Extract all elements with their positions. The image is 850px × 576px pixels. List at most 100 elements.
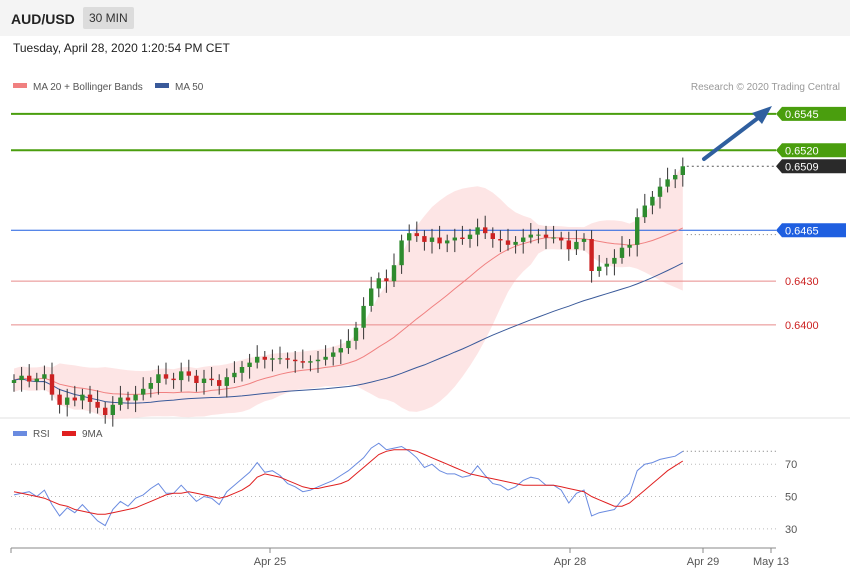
candle xyxy=(346,329,351,354)
candle xyxy=(353,321,359,350)
ma9-legend-label: 9MA xyxy=(82,429,103,440)
candle xyxy=(72,385,77,407)
candle xyxy=(604,257,609,276)
candle xyxy=(635,208,640,257)
ma50-legend-label: MA 50 xyxy=(175,82,204,93)
level-label-0.6545: 0.6545 xyxy=(785,109,819,121)
candle xyxy=(498,230,503,253)
level-tag-0.6520 xyxy=(776,143,846,158)
bollinger-bands xyxy=(14,165,683,420)
candle xyxy=(384,269,389,293)
ma20-line xyxy=(13,227,684,395)
level-lines xyxy=(11,112,776,326)
candle xyxy=(612,249,617,276)
candle xyxy=(186,359,191,382)
candle xyxy=(528,223,533,244)
candle xyxy=(437,225,442,250)
candle xyxy=(209,367,214,386)
candle xyxy=(95,390,100,414)
candle xyxy=(407,224,412,253)
candle xyxy=(262,351,267,369)
candle xyxy=(171,372,176,389)
candle xyxy=(559,231,564,250)
candle xyxy=(521,228,526,254)
candle xyxy=(574,230,579,255)
x-tick-label: Apr 25 xyxy=(254,556,286,568)
timeframe-button[interactable]: 30 MIN xyxy=(83,7,134,29)
candle xyxy=(429,228,435,254)
candle xyxy=(331,346,336,366)
candle xyxy=(27,364,32,388)
candle xyxy=(224,368,229,398)
candle xyxy=(42,365,47,391)
candle xyxy=(665,167,670,193)
candle xyxy=(247,353,252,379)
candle xyxy=(452,228,457,253)
rsi-tick-30: 30 xyxy=(785,524,797,536)
rsi-legend-swatch xyxy=(13,431,27,436)
rsi-tick-70: 70 xyxy=(785,459,797,471)
x-tick-label: Apr 28 xyxy=(554,556,586,568)
candle xyxy=(414,221,419,242)
rsi-ma-line xyxy=(13,449,684,515)
level-labels: 0.6545 0.6520 0.6509 0.6465 0.6430 0.6400 xyxy=(776,106,846,332)
forecast-arrow xyxy=(702,106,772,161)
ma20-legend-swatch xyxy=(13,83,27,88)
level-tag-0.6465 xyxy=(776,223,846,238)
candle xyxy=(673,169,678,189)
candle xyxy=(232,361,237,383)
candle xyxy=(80,388,85,410)
candle xyxy=(543,225,549,250)
header-bar: AUD/USD 30 MIN xyxy=(0,0,850,36)
candles xyxy=(11,157,685,427)
rsi-line xyxy=(13,442,684,527)
candle xyxy=(65,388,70,417)
candle xyxy=(467,228,473,248)
candle xyxy=(513,236,518,254)
candle xyxy=(141,377,146,401)
candle xyxy=(460,225,465,245)
candle xyxy=(285,352,290,369)
level-label-0.6400: 0.6400 xyxy=(785,320,819,332)
candle xyxy=(642,193,647,223)
candle xyxy=(619,236,625,264)
candle xyxy=(551,225,556,244)
candle xyxy=(376,272,381,298)
candle xyxy=(133,385,138,413)
candle xyxy=(589,230,594,283)
candle xyxy=(57,388,62,414)
ma50-line xyxy=(13,262,684,404)
candle xyxy=(338,339,343,365)
ma20-legend-label: MA 20 + Bollinger Bands xyxy=(33,82,143,93)
candle xyxy=(156,365,161,395)
candle xyxy=(179,362,184,392)
rsi-indicator: 70 50 30 xyxy=(11,442,797,536)
x-axis-labels: Apr 25 Apr 28 Apr 29 May 13 xyxy=(10,548,789,568)
candle xyxy=(103,401,108,424)
candle xyxy=(680,157,685,187)
candle xyxy=(87,385,93,414)
candle xyxy=(483,215,488,239)
timestamp-text: Tuesday, April 28, 2020 1:20:54 PM CET xyxy=(13,41,230,55)
level-label-0.6520: 0.6520 xyxy=(785,145,819,157)
ma50-legend-swatch xyxy=(155,83,169,88)
rsi-tick-50: 50 xyxy=(785,492,797,504)
candle xyxy=(255,345,260,369)
candle xyxy=(217,374,222,395)
candle xyxy=(163,362,169,385)
candle xyxy=(323,345,328,366)
candle xyxy=(657,177,663,209)
candle xyxy=(475,218,480,247)
rsi-legend-label: RSI xyxy=(33,429,50,440)
candle xyxy=(277,346,283,365)
candle xyxy=(369,276,374,312)
bollinger-band-area xyxy=(14,165,683,420)
candle xyxy=(581,233,587,251)
candle xyxy=(308,355,313,372)
credit-text: Research © 2020 Trading Central xyxy=(691,82,840,93)
candle xyxy=(505,228,511,251)
candle xyxy=(201,369,207,395)
candle xyxy=(19,367,24,392)
candle xyxy=(597,255,602,277)
